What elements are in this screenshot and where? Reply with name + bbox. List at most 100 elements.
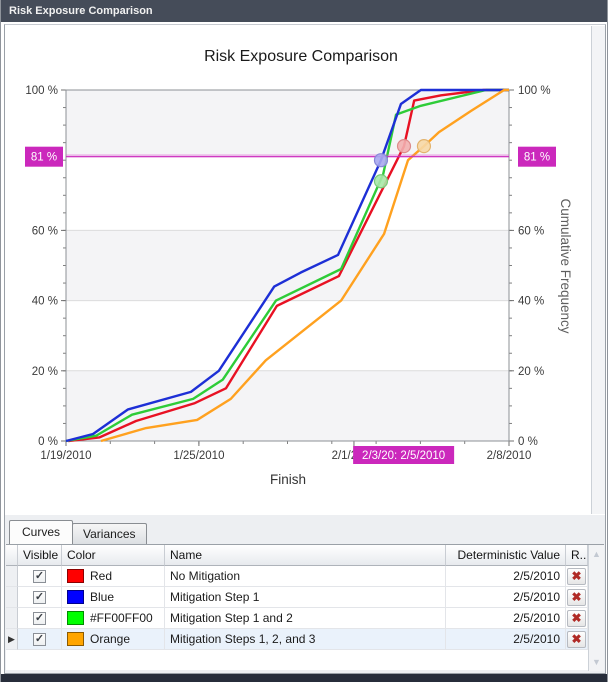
tab-strip: Curves Variances: [9, 520, 147, 544]
remove-cell: ✖: [566, 608, 588, 629]
tab-curves[interactable]: Curves: [9, 520, 74, 544]
deterministic-marker[interactable]: [416, 139, 432, 154]
plot-band: [66, 230, 509, 301]
crosshair-x-label-box: [353, 446, 455, 464]
remove-cell: ✖: [566, 629, 588, 650]
color-swatch: [67, 590, 84, 604]
curve-no-mitigation: [68, 88, 509, 443]
cumulative-frequency-chart[interactable]: 0 % 0 % 20 % 20 % 40 % 40 % 60 % 60 % 100 % 100 %…: [5, 25, 605, 515]
window-bottom-border: [1, 674, 607, 682]
table-row[interactable]: ▶ ✓ Orange Mitigation Steps 1, 2, and 3 …: [6, 629, 588, 650]
visible-cell: ✓: [18, 608, 62, 629]
crosshair-x-label: 2/3/20: 2/5/2010: [362, 450, 445, 462]
header-visible[interactable]: Visible: [18, 545, 62, 566]
chart-area: 0 % 0 % 20 % 20 % 40 % 40 % 60 % 60 % 100 % 100 %…: [5, 25, 605, 515]
y-tick-label: 100 %: [518, 85, 551, 97]
y-axis-title: Cumulative Frequency: [558, 198, 573, 333]
table-row[interactable]: ✓ Red No Mitigation 2/5/2010 ✖: [6, 566, 588, 587]
y-tick-label: 40 %: [518, 296, 544, 308]
color-swatch: [67, 569, 84, 583]
bottom-panel: Curves Variances Visible Color Name Dete…: [5, 515, 605, 673]
y-tick-label: 0 %: [38, 436, 58, 448]
header-remove[interactable]: R...: [566, 545, 588, 566]
visible-checkbox[interactable]: ✓: [33, 632, 46, 646]
row-indicator-cell: ▶: [6, 629, 18, 650]
y-tick-label: 100 %: [25, 85, 58, 97]
x-tick-label: 1/19/2010: [40, 450, 91, 462]
name-cell[interactable]: Mitigation Steps 1, 2, and 3: [165, 629, 446, 650]
row-indicator-cell: [6, 587, 18, 608]
color-cell[interactable]: Red: [62, 566, 165, 587]
visible-cell: ✓: [18, 587, 62, 608]
remove-curve-button[interactable]: ✖: [567, 567, 586, 585]
window-title: Risk Exposure Comparison: [9, 5, 153, 17]
crosshair-y-label-box: [518, 146, 556, 167]
color-name: Orange: [90, 632, 131, 646]
name-cell[interactable]: Mitigation Step 1: [165, 587, 446, 608]
curve-mitigation-step-1-and-2: [65, 88, 509, 443]
x-tick-label: 2/8/2010: [487, 450, 532, 462]
header-name[interactable]: Name: [165, 545, 446, 566]
y-tick-label: 0 %: [518, 436, 538, 448]
header-color[interactable]: Color: [62, 545, 165, 566]
curve-mitigation-step-1: [65, 88, 509, 443]
scroll-up-icon[interactable]: ▲: [592, 549, 601, 559]
deterministic-cell[interactable]: 2/5/2010: [446, 629, 566, 650]
y-tick-label: 20 %: [518, 366, 544, 378]
header-gutter: [6, 545, 18, 566]
color-cell[interactable]: Blue: [62, 587, 165, 608]
color-cell[interactable]: Orange: [62, 629, 165, 650]
crosshair-y-label-box: [25, 146, 63, 167]
deterministic-marker[interactable]: [373, 174, 389, 189]
curves-table: Visible Color Name Deterministic Value R…: [6, 544, 604, 671]
curve-mitigation-steps-1-2-and-3: [100, 88, 509, 443]
table-row[interactable]: ✓ Blue Mitigation Step 1 2/5/2010 ✖: [6, 587, 588, 608]
color-name: Blue: [90, 590, 115, 604]
table-scrollbar[interactable]: ▲ ▼: [588, 545, 604, 671]
row-indicator-cell: [6, 566, 18, 587]
y-tick-label: 60 %: [32, 225, 58, 237]
visible-cell: ✓: [18, 629, 62, 650]
visible-checkbox[interactable]: ✓: [33, 611, 46, 625]
y-tick-label: 60 %: [518, 225, 544, 237]
visible-checkbox[interactable]: ✓: [33, 569, 46, 583]
visible-checkbox[interactable]: ✓: [33, 590, 46, 604]
x-tick-label: 1/25/2010: [173, 450, 224, 462]
x-axis-title: Finish: [270, 472, 306, 487]
deterministic-marker[interactable]: [396, 139, 412, 154]
name-cell[interactable]: No Mitigation: [165, 566, 446, 587]
name-cell[interactable]: Mitigation Step 1 and 2: [165, 608, 446, 629]
deterministic-marker[interactable]: [373, 153, 389, 168]
table-row[interactable]: ✓ #FF00FF00 Mitigation Step 1 and 2 2/5/…: [6, 608, 588, 629]
content-frame: 0 % 0 % 20 % 20 % 40 % 40 % 60 % 60 % 100 % 100 %…: [4, 24, 606, 674]
remove-curve-button[interactable]: ✖: [567, 630, 586, 648]
remove-cell: ✖: [566, 587, 588, 608]
deterministic-cell[interactable]: 2/5/2010: [446, 587, 566, 608]
y-tick-label: 40 %: [32, 296, 58, 308]
deterministic-cell[interactable]: 2/5/2010: [446, 608, 566, 629]
color-cell[interactable]: #FF00FF00: [62, 608, 165, 629]
row-indicator-cell: [6, 608, 18, 629]
remove-curve-button[interactable]: ✖: [567, 609, 586, 627]
crosshair-y-label: 81 %: [524, 152, 550, 164]
color-name: #FF00FF00: [90, 611, 153, 625]
color-name: Red: [90, 569, 113, 583]
chart-title: Risk Exposure Comparison: [204, 48, 398, 65]
header-deterministic-value[interactable]: Deterministic Value: [446, 545, 566, 566]
window-titlebar[interactable]: Risk Exposure Comparison: [1, 0, 607, 22]
table-header-row: Visible Color Name Deterministic Value R…: [6, 545, 588, 566]
remove-curve-button[interactable]: ✖: [567, 588, 586, 606]
chart-scroll-gutter: [591, 26, 605, 514]
scroll-down-icon[interactable]: ▼: [592, 657, 601, 667]
crosshair-y-label: 81 %: [31, 152, 57, 164]
visible-cell: ✓: [18, 566, 62, 587]
remove-cell: ✖: [566, 566, 588, 587]
plot-band: [66, 370, 509, 441]
plot-border: [65, 89, 510, 442]
deterministic-cell[interactable]: 2/5/2010: [446, 566, 566, 587]
color-swatch: [67, 611, 84, 625]
color-swatch: [67, 632, 84, 646]
y-tick-label: 20 %: [32, 366, 58, 378]
tab-variances[interactable]: Variances: [72, 523, 147, 544]
